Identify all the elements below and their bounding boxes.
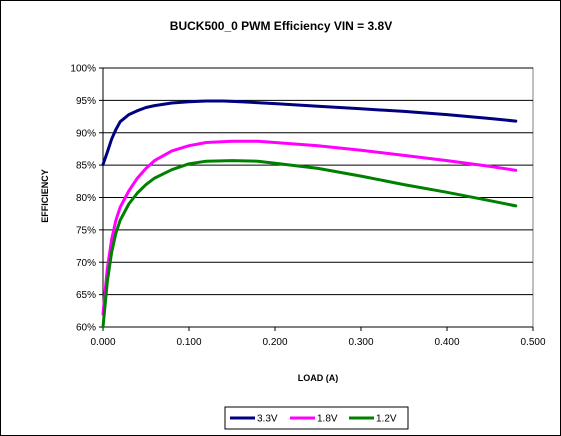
series-line-1p8v — [101, 139, 518, 316]
x-tick-label: 0.100 — [176, 337, 201, 348]
y-tick-label: 80% — [76, 193, 96, 204]
y-tick-label: 65% — [76, 290, 96, 301]
series-line-1p2v — [101, 159, 518, 329]
y-tick-label: 70% — [76, 258, 96, 269]
legend-label: 1.2V — [376, 414, 397, 425]
y-axis-ticks: 60% 65% 70% 75% 80% 85% 90% 95% 100% — [70, 64, 103, 334]
grid-lines — [102, 67, 533, 328]
legend-label: 3.3V — [257, 414, 278, 425]
chart-title: BUCK500_0 PWM Efficiency VIN = 3.8V — [170, 19, 392, 33]
x-axis-ticks: 0.000 0.100 0.200 0.300 0.400 0.500 — [90, 327, 546, 348]
y-tick-label: 90% — [76, 128, 96, 139]
y-tick-label: 95% — [76, 96, 96, 107]
y-tick-label: 100% — [70, 64, 96, 75]
x-tick-label: 0.300 — [348, 337, 373, 348]
x-tick-label: 0.400 — [434, 337, 459, 348]
series-line-3p3v — [101, 99, 518, 166]
y-tick-label: 85% — [76, 161, 96, 172]
legend: 3.3V 1.8V 1.2V — [224, 406, 409, 430]
x-axis-title: LOAD (A) — [298, 373, 339, 383]
y-tick-label: 60% — [76, 323, 96, 334]
y-tick-label: 75% — [76, 225, 96, 236]
x-tick-label: 0.200 — [262, 337, 287, 348]
x-tick-label: 0.000 — [90, 337, 115, 348]
series-lines — [101, 99, 518, 329]
legend-box — [224, 406, 409, 430]
y-axis-title: EFFICIENCY — [40, 169, 50, 223]
legend-label: 1.8V — [317, 414, 338, 425]
x-tick-label: 0.500 — [520, 337, 545, 348]
